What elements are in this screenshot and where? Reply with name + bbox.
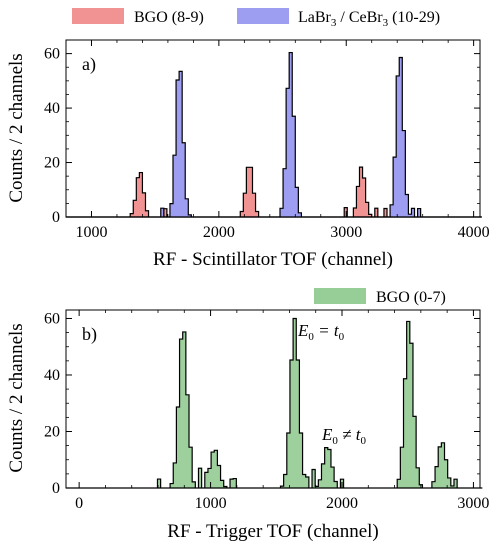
histograms-b xyxy=(66,317,483,489)
x-tick-label: 2000 xyxy=(326,495,358,512)
y-tick-label: 60 xyxy=(44,46,60,63)
y-tick-label: 20 xyxy=(44,423,60,440)
x-tick-label: 0 xyxy=(75,495,83,512)
axes-a: 1000 2000 3000 4000 0 20 40 60 xyxy=(44,39,490,241)
x-tick-label: 3000 xyxy=(457,495,489,512)
ylabel-a: Counts / 2 channels xyxy=(6,53,27,202)
legend-label-labr3-cebr3: LaBr3 / CeBr3 (10-29) xyxy=(298,9,440,29)
y-tick-label: 20 xyxy=(44,155,60,172)
legend-swatch-bgo-0-7 xyxy=(314,288,366,304)
legend-a: BGO (8-9) LaBr3 / CeBr3 (10-29) xyxy=(72,8,440,29)
histograms-a xyxy=(66,51,482,218)
panel-a: 1000 2000 3000 4000 0 20 40 60 a) RF - Scintill… xyxy=(6,39,490,270)
annotation-e0-not-equals-t0: E0 ≠ t0 xyxy=(321,425,366,447)
legend-label-bgo-0-7: BGO (0-7) xyxy=(376,289,446,306)
axes-b: 0 1000 2000 3000 0 20 40 60 xyxy=(44,310,489,512)
plot-frame-a xyxy=(65,39,481,218)
y-tick-label: 0 xyxy=(52,480,60,497)
annotation-e0-equals-t0: E0 = t0 xyxy=(297,321,345,343)
histogram-series-0-1 xyxy=(66,51,482,218)
x-tick-label: 1000 xyxy=(195,495,227,512)
panel-label-b: b) xyxy=(82,324,97,345)
y-tick-label: 60 xyxy=(44,310,60,327)
xlabel-b: RF - Trigger TOF (channel) xyxy=(167,521,378,542)
legend-swatch-labr3-cebr3 xyxy=(237,8,289,24)
y-tick-label: 40 xyxy=(44,100,60,117)
y-tick-label: 0 xyxy=(52,209,60,226)
legend-b: BGO (0-7) xyxy=(314,288,446,306)
y-tick-label: 40 xyxy=(44,367,60,384)
x-tick-label: 3000 xyxy=(330,224,362,241)
histogram-series-1-0 xyxy=(66,317,483,489)
xlabel-a: RF - Scintillator TOF (channel) xyxy=(153,249,393,270)
x-tick-label: 1000 xyxy=(75,224,107,241)
ylabel-b: Counts / 2 channels xyxy=(6,323,27,472)
plot-frame-b xyxy=(65,309,481,489)
legend-swatch-bgo-8-9 xyxy=(72,8,124,24)
legend-label-bgo-8-9: BGO (8-9) xyxy=(134,9,204,26)
panel-label-a: a) xyxy=(82,54,96,75)
x-tick-label: 4000 xyxy=(458,224,490,241)
x-tick-label: 2000 xyxy=(203,224,235,241)
